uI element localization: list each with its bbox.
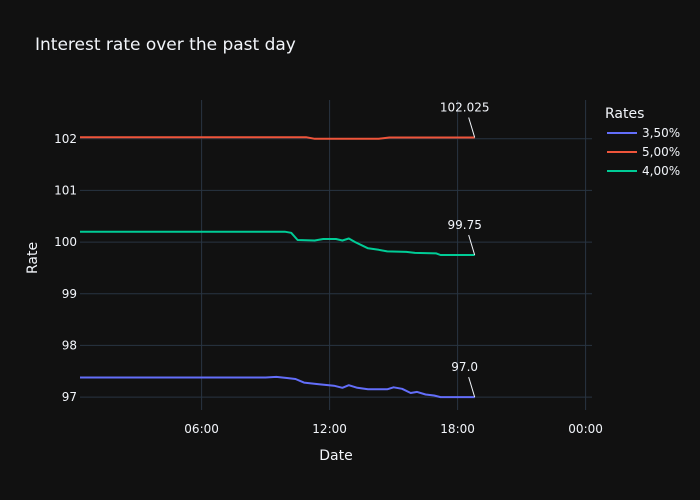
y-tick-label: 102	[54, 132, 77, 146]
series-line-1	[80, 375, 475, 399]
annotation-arrow	[468, 234, 476, 256]
x-axis-title: Date	[319, 448, 352, 464]
y-tick-label: 100	[54, 235, 77, 249]
legend-label: 4,00%	[642, 164, 680, 178]
y-tick-label: 98	[62, 338, 77, 352]
annotation-arrow	[468, 376, 476, 398]
y-tick-label: 101	[54, 183, 77, 197]
plot-area: 102.025 99.75 97.0	[80, 100, 592, 410]
y-tick-labels: 97 98 99 100 101 102	[54, 132, 77, 404]
annotation-label: 99.75	[447, 218, 481, 232]
legend-label: 5,00%	[642, 145, 680, 159]
annotation-label: 97.0	[451, 360, 478, 374]
series-line-3	[80, 230, 475, 256]
series-lines	[80, 136, 475, 399]
annotation-label: 102.025	[440, 100, 490, 114]
plot-background	[80, 100, 592, 410]
legend: Rates 3,50% 5,00% 4,00%	[605, 106, 680, 178]
chart-title: Interest rate over the past day	[35, 35, 296, 55]
annotation-arrow	[468, 117, 476, 138]
y-axis-title: Rate	[25, 242, 41, 274]
y-tick-label: 99	[62, 287, 77, 301]
legend-title: Rates	[605, 106, 644, 122]
x-tick-label: 00:00	[568, 422, 603, 436]
y-tick-label: 97	[62, 390, 77, 404]
legend-label: 3,50%	[642, 126, 680, 140]
annotations: 102.025 99.75 97.0	[440, 100, 490, 398]
x-tick-label: 12:00	[312, 422, 347, 436]
x-tick-labels: 06:00 12:00 18:00 00:00	[184, 422, 603, 436]
series-line-2	[80, 136, 475, 140]
x-tick-label: 18:00	[440, 422, 475, 436]
x-tick-label: 06:00	[184, 422, 219, 436]
